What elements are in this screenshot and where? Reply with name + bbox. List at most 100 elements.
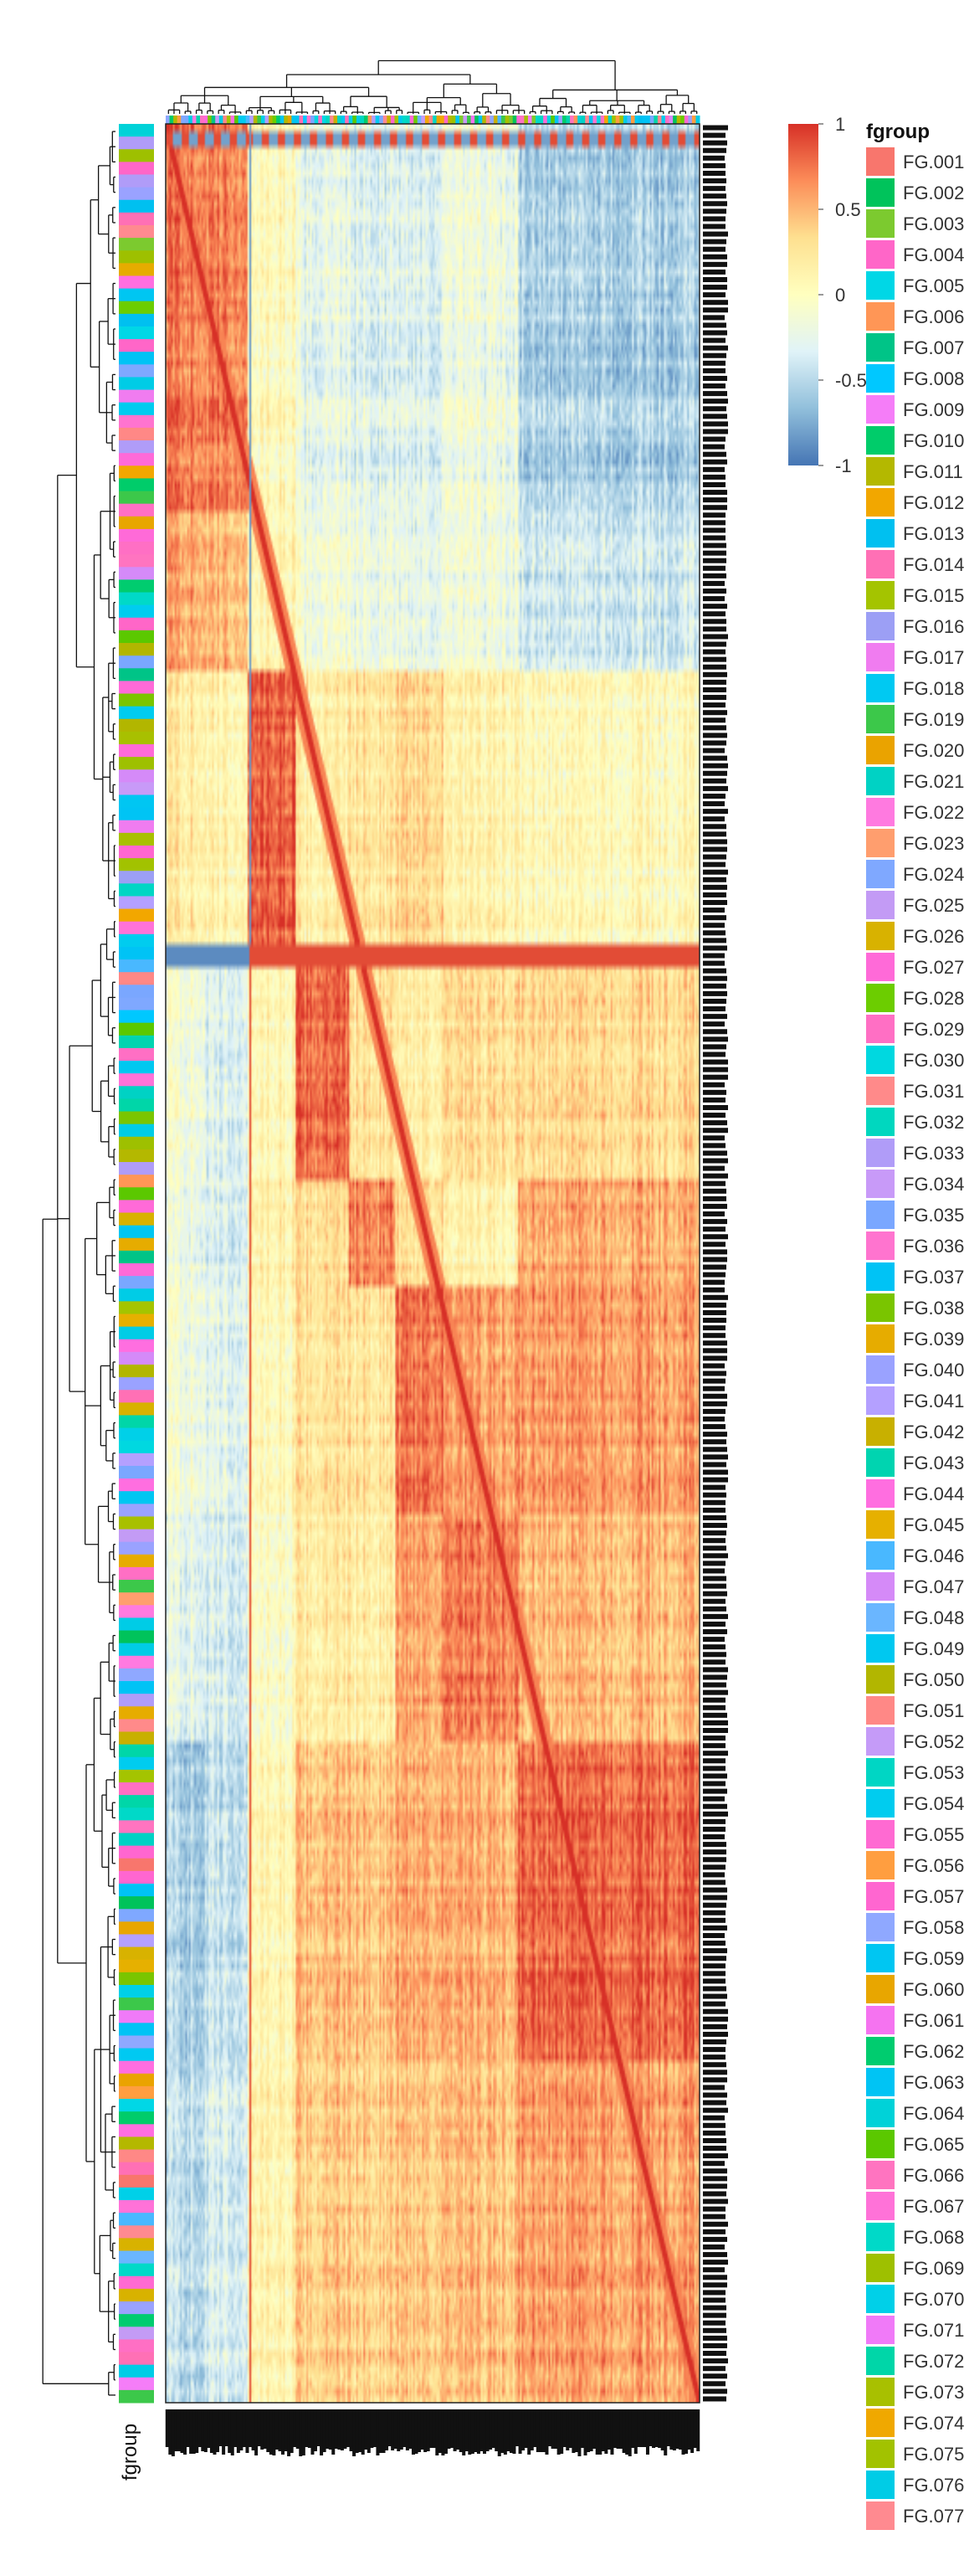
row-annotation-cell — [119, 1998, 154, 2011]
row-label-mark — [703, 2198, 728, 2204]
column-annotation-cell — [680, 116, 685, 124]
row-label-mark — [703, 216, 726, 222]
column-annotation-cell — [436, 116, 441, 124]
column-annotation-cell — [497, 116, 502, 124]
row-label-mark — [703, 292, 726, 298]
column-label-mark — [604, 2409, 608, 2454]
column-label-mark — [263, 2409, 267, 2449]
column-annotation-cell — [257, 116, 262, 124]
legend-label: FG.008 — [903, 368, 964, 389]
column-label-mark — [459, 2409, 463, 2452]
column-label-mark — [295, 2409, 300, 2449]
row-label-mark — [703, 1211, 725, 1217]
column-annotation-cell — [543, 116, 548, 124]
row-annotation-cell — [119, 1554, 154, 1568]
row-annotation-cell — [119, 2124, 154, 2137]
row-label-mark — [703, 2221, 728, 2227]
row-label-mark — [703, 1188, 726, 1194]
row-label-mark — [703, 1576, 726, 1581]
legend-swatch — [866, 736, 895, 764]
column-annotation-cell — [394, 116, 399, 124]
column-label-mark — [462, 2409, 466, 2455]
legend-label: FG.002 — [903, 183, 964, 203]
row-label-mark — [703, 2351, 726, 2357]
column-label-mark — [652, 2409, 656, 2448]
column-label-mark — [322, 2409, 326, 2452]
row-annotation-cell — [119, 1807, 154, 1821]
row-label-mark — [703, 1424, 726, 1430]
column-annotation-cell — [348, 116, 353, 124]
row-annotation-cell — [119, 162, 154, 175]
row-label-mark — [703, 497, 727, 503]
column-annotation-cell — [661, 116, 666, 124]
row-label-mark — [703, 2146, 726, 2152]
row-annotation-cell — [119, 832, 154, 846]
column-label-mark — [666, 2409, 670, 2446]
row-label-mark — [703, 953, 725, 959]
row-annotation-cell — [119, 2174, 154, 2188]
row-annotation-cell — [119, 528, 154, 542]
column-label-mark — [385, 2409, 389, 2450]
row-label-mark — [703, 474, 726, 480]
legend-label: FG.033 — [903, 1143, 964, 1164]
row-label-mark — [703, 702, 726, 708]
row-label-mark — [703, 686, 726, 692]
row-label-mark — [703, 1104, 728, 1110]
row-annotation-cell — [119, 668, 154, 681]
row-annotation-cell — [119, 1617, 154, 1632]
row-label-mark — [703, 520, 726, 526]
column-label-mark — [625, 2409, 629, 2455]
column-label-mark — [447, 2409, 451, 2449]
column-label-mark — [468, 2409, 472, 2455]
column-label-mark — [310, 2409, 315, 2455]
row-annotation-cell — [119, 427, 154, 441]
column-label-mark — [500, 2409, 505, 2453]
row-annotation-cell — [119, 2162, 154, 2176]
row-label-mark — [703, 2275, 727, 2280]
column-label-mark — [595, 2409, 599, 2455]
column-label-mark — [192, 2409, 196, 2454]
legend-label: FG.030 — [903, 1050, 964, 1071]
column-annotation-cell — [276, 116, 281, 124]
row-annotation-cell — [119, 2288, 154, 2302]
column-annotation-cell — [485, 116, 490, 124]
column-annotation-cell — [406, 116, 411, 124]
row-annotation-cell — [119, 1453, 154, 1467]
column-label-mark — [340, 2409, 344, 2450]
column-label-mark — [334, 2409, 338, 2449]
row-label-mark — [703, 634, 728, 640]
column-label-mark — [622, 2409, 626, 2453]
row-annotation-cell — [119, 757, 154, 770]
legend-swatch — [866, 581, 895, 609]
legend-label: FG.016 — [903, 616, 964, 637]
column-label-mark — [370, 2409, 374, 2448]
column-label-mark — [337, 2409, 341, 2450]
legend-swatch — [866, 178, 895, 207]
column-label-mark — [251, 2409, 255, 2450]
row-label-mark — [703, 512, 726, 518]
row-annotation-cell — [119, 1288, 154, 1302]
legend-label: FG.005 — [903, 275, 964, 296]
row-annotation-cell — [119, 503, 154, 517]
row-label-mark — [703, 155, 725, 161]
column-annotation-cell — [536, 116, 541, 124]
row-label-mark — [703, 1447, 727, 1453]
row-label-mark — [703, 186, 726, 192]
row-label-mark — [703, 1872, 725, 1878]
column-label-mark — [287, 2409, 291, 2456]
row-annotation-cell — [119, 250, 154, 264]
row-label-mark — [703, 1682, 726, 1688]
column-label-mark — [326, 2409, 330, 2449]
row-annotation-cell — [119, 567, 154, 580]
row-annotation-cell — [119, 440, 154, 454]
row-annotation-cell — [119, 1010, 154, 1024]
row-label-mark — [703, 2244, 725, 2250]
row-label-mark — [703, 884, 727, 890]
column-label-mark — [643, 2409, 647, 2447]
row-label-mark — [703, 619, 726, 625]
row-label-mark — [703, 908, 725, 913]
row-label-mark — [703, 596, 725, 602]
row-annotation-cell — [119, 2352, 154, 2366]
legend-swatch — [866, 674, 895, 702]
column-label-mark — [272, 2409, 276, 2455]
